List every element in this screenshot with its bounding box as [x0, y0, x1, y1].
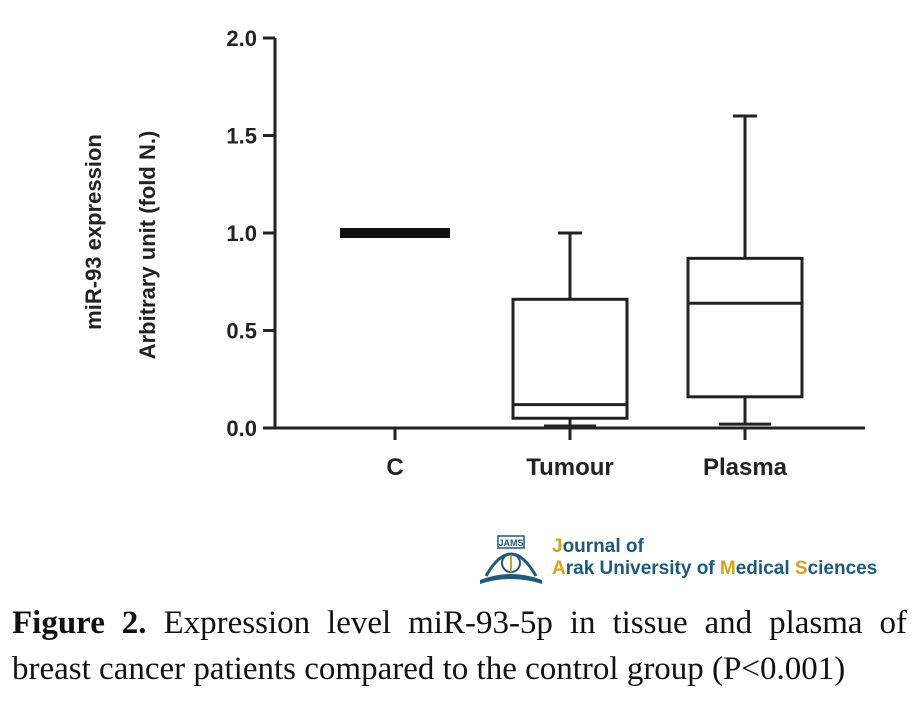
x-tick-label: Plasma	[703, 454, 788, 481]
box-c	[340, 228, 450, 238]
box-iqr	[511, 297, 629, 420]
x-tick-label: Tumour	[526, 454, 614, 481]
y-tick-label: 0.0	[226, 416, 257, 441]
journal-logo: JAMS Journal of Arak University of Medic…	[476, 528, 916, 586]
y-tick-label: 1.5	[226, 124, 257, 149]
journal-name-line1: Journal of	[552, 536, 644, 557]
box-iqr	[686, 256, 804, 399]
emblem-text: JAMS	[498, 538, 523, 548]
caption-text: Expression level miR-93-5p in tissue and…	[12, 605, 907, 687]
journal-name-line2: Arak University of Medical Sciences	[552, 558, 878, 579]
x-axis: C Tumour Plasma	[275, 426, 865, 481]
box-series	[340, 114, 804, 428]
jams-emblem-icon: JAMS	[480, 535, 542, 584]
figure-caption: Figure 2. Expression level miR-93-5p in …	[12, 600, 907, 692]
y-tick-label: 0.5	[226, 319, 257, 344]
x-tick-label: C	[386, 454, 403, 481]
box-plasma	[686, 114, 804, 426]
y-tick-label: 2.0	[226, 26, 257, 51]
y-axis: 0.0 0.5 1.0 1.5 2.0	[226, 26, 277, 441]
box-median-bar	[340, 228, 450, 238]
box-plot-chart: 0.0 0.5 1.0 1.5 2.0 C Tumour Plasma miR-93 exp…	[81, 26, 865, 481]
y-axis-title: miR-93 expression Arbitrary unit (fold N…	[81, 131, 160, 360]
box-tumour	[511, 231, 629, 428]
journal-name: Journal of Arak University of Medical Sc…	[552, 536, 877, 580]
y-axis-title-line1: miR-93 expression	[81, 134, 106, 330]
y-tick-label: 1.0	[226, 221, 257, 246]
y-axis-title-line2: Arbitrary unit (fold N.)	[135, 131, 160, 360]
figure-label: Figure 2.	[12, 605, 147, 641]
